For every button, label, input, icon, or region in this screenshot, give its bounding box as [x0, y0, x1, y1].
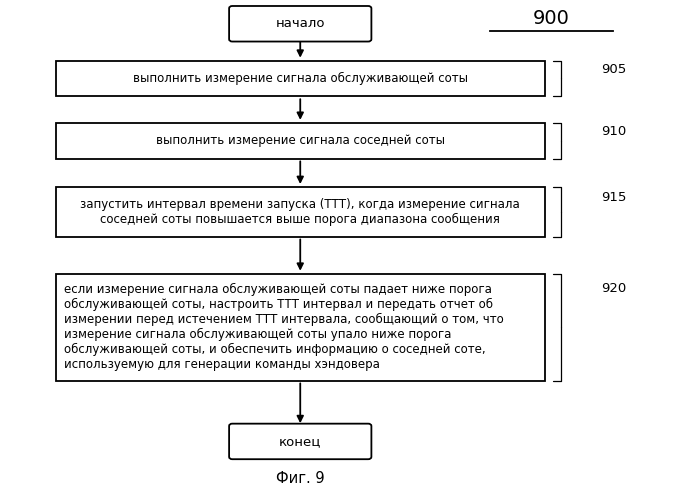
- FancyBboxPatch shape: [56, 274, 545, 380]
- Text: Фиг. 9: Фиг. 9: [276, 471, 325, 486]
- Text: 910: 910: [601, 126, 626, 138]
- Text: 900: 900: [533, 10, 570, 29]
- FancyBboxPatch shape: [56, 187, 545, 236]
- Text: 915: 915: [601, 190, 627, 203]
- Text: если измерение сигнала обслуживающей соты падает ниже порога
обслуживающей соты,: если измерение сигнала обслуживающей сот…: [64, 283, 503, 372]
- Text: выполнить измерение сигнала обслуживающей соты: выполнить измерение сигнала обслуживающе…: [133, 72, 468, 85]
- Text: 905: 905: [601, 63, 626, 76]
- FancyBboxPatch shape: [56, 122, 545, 158]
- FancyBboxPatch shape: [229, 6, 372, 42]
- Text: 920: 920: [601, 282, 626, 294]
- Text: начало: начало: [276, 18, 325, 30]
- Text: выполнить измерение сигнала соседней соты: выполнить измерение сигнала соседней сот…: [155, 134, 445, 147]
- Text: конец: конец: [279, 435, 321, 448]
- FancyBboxPatch shape: [229, 424, 372, 459]
- FancyBboxPatch shape: [56, 60, 545, 96]
- Text: запустить интервал времени запуска (ТТТ), когда измерение сигнала
соседней соты : запустить интервал времени запуска (ТТТ)…: [80, 198, 520, 226]
